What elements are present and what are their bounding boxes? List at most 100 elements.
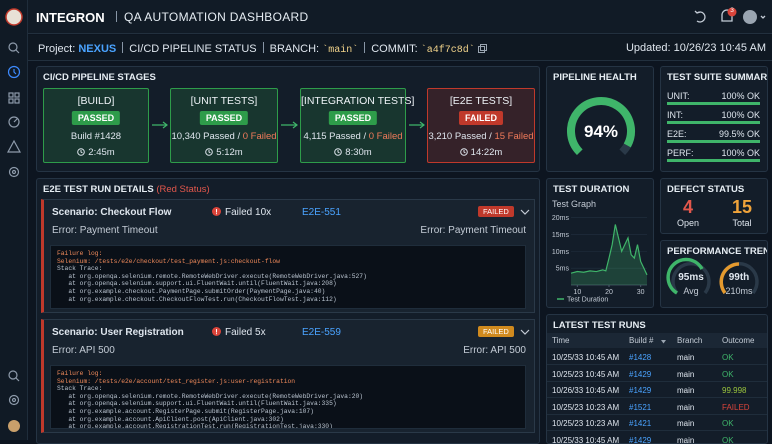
sort-icon xyxy=(661,340,666,344)
separator xyxy=(122,42,123,53)
stage-name: [UNIT TESTS] xyxy=(171,95,277,107)
gauge-label: 94% xyxy=(584,122,618,141)
failure-count: Failed 10x xyxy=(225,207,271,218)
panel-title: E2E TEST RUN DETAILS (Red Status) xyxy=(43,184,210,195)
chevron xyxy=(521,210,529,214)
log-line: Stack Trace: xyxy=(57,385,519,393)
column-header: Time xyxy=(552,336,569,345)
time: 2:45m xyxy=(88,147,114,158)
failed: 0 Failed xyxy=(369,131,403,142)
header-icons xyxy=(692,0,772,34)
cell: 10/25/23 10:45 AM xyxy=(552,370,619,379)
gauge-value: 99th xyxy=(717,272,761,283)
cell: 10/26/33 10:45 AM xyxy=(552,386,619,395)
suite-result: 99.5% OK xyxy=(719,129,760,139)
section: CI/CD PIPELINE STATUS xyxy=(129,43,256,55)
passed: Build #1428 xyxy=(71,131,121,142)
status: (Red Status) xyxy=(156,184,209,195)
cell: #1429 xyxy=(629,386,651,395)
row-divider xyxy=(547,381,767,382)
open-label: Open xyxy=(661,218,715,228)
suite-name: UNIT: xyxy=(667,91,690,101)
log-line: at org.example.checkout.PaymentPage.subm… xyxy=(57,288,519,296)
panel-title: DEFECT STATUS xyxy=(667,184,744,195)
defect-panel: DEFECT STATUS 4 Open 15 Total xyxy=(660,178,768,234)
chevron xyxy=(521,330,529,334)
separator xyxy=(116,11,117,22)
error: Error: Payment Timeout xyxy=(52,225,158,236)
log-line: Failure log: xyxy=(57,370,519,378)
copy-icon[interactable] xyxy=(478,44,487,53)
avatar[interactable] xyxy=(743,10,757,24)
log-line: at org.example.account.RegisterPage.subm… xyxy=(57,408,519,416)
scenario-name: Scenario: User Registration xyxy=(52,327,184,338)
passed: 3,210 Passed / xyxy=(428,131,494,142)
column-header: Build # xyxy=(629,336,653,345)
error-right: Error: API 500 xyxy=(463,345,526,356)
log-line: at org.openqa.selenium.support.ui.Fluent… xyxy=(57,280,519,288)
log: Failure log:Selenium: /tests/e2e/account… xyxy=(50,365,526,429)
cell: #1429 xyxy=(629,370,651,379)
x-tick-label: 20 xyxy=(605,289,613,296)
cell: OK xyxy=(722,353,734,362)
log-line: at org.example.checkout.CheckoutFlowTest… xyxy=(57,296,519,304)
scenario-name: Scenario: Checkout Flow xyxy=(52,207,171,218)
branch: `main` xyxy=(322,45,358,56)
commit: `a4f7c8d` xyxy=(421,45,475,56)
failures: Failed 10x xyxy=(212,207,271,218)
suite-name: E2E: xyxy=(667,129,687,139)
log-line: Selenium: /tests/e2e/checkout/test_payme… xyxy=(57,258,519,266)
cell: OK xyxy=(722,419,734,428)
refresh-icon[interactable] xyxy=(697,12,705,22)
top-bar: INTEGRON QA AUTOMATION DASHBOARD 3 xyxy=(28,0,772,34)
stage-time: 2:45m xyxy=(44,147,148,158)
suite-result: 100% OK xyxy=(721,148,760,158)
open-count: 4 xyxy=(661,197,715,218)
gauge-value: 95ms xyxy=(669,272,713,283)
cell: #1421 xyxy=(629,419,651,428)
error: Error: API 500 xyxy=(52,345,115,356)
cell: OK xyxy=(722,370,734,379)
log-line: at org.openqa.selenium.support.ui.Fluent… xyxy=(57,400,519,408)
cell: 99.998 xyxy=(722,386,746,395)
y-tick-label: 20ms xyxy=(552,215,570,222)
label: BRANCH: xyxy=(270,43,320,55)
project: NEXUS xyxy=(78,43,116,55)
cell: 10/25/23 10:23 AM xyxy=(552,419,619,428)
stage-time: 8:30m xyxy=(301,147,405,158)
legend-label: Test Duration xyxy=(567,297,608,304)
failure-count: Failed 5x xyxy=(225,327,266,338)
y-tick-label: 15ms xyxy=(552,232,570,239)
graphic: 94% xyxy=(547,67,654,172)
stage-time: 5:12m xyxy=(171,147,277,158)
ticket: E2E-559 xyxy=(302,327,341,338)
stage-name: [BUILD] xyxy=(44,95,148,107)
gauge-label: 210ms xyxy=(717,286,761,296)
badge: FAILED xyxy=(478,206,514,217)
stage-detail: 10,340 Passed / 0 Failed xyxy=(171,131,277,142)
cell: main xyxy=(677,386,694,395)
y-tick-label: 10ms xyxy=(552,249,570,256)
notification-count: 3 xyxy=(728,7,736,14)
stage-name: [INTEGRATION TESTS] xyxy=(301,95,405,107)
stage-detail: Build #1428 xyxy=(44,131,148,142)
title: E2E TEST RUN DETAILS xyxy=(43,184,154,195)
suite-bar xyxy=(667,121,760,124)
cell: main xyxy=(677,370,694,379)
log-line: at org.example.account.RegistrationTest.… xyxy=(57,423,519,429)
stage-status: PASSED xyxy=(329,111,377,125)
log: Failure log:Selenium: /tests/e2e/checkou… xyxy=(50,245,526,309)
e2e-panel: E2E TEST RUN DETAILS (Red Status) Scenar… xyxy=(36,178,540,444)
time: 8:30m xyxy=(345,147,371,158)
badge: FAILED xyxy=(478,326,514,337)
stage-status: PASSED xyxy=(72,111,120,125)
failed: 0 Failed xyxy=(243,131,277,142)
